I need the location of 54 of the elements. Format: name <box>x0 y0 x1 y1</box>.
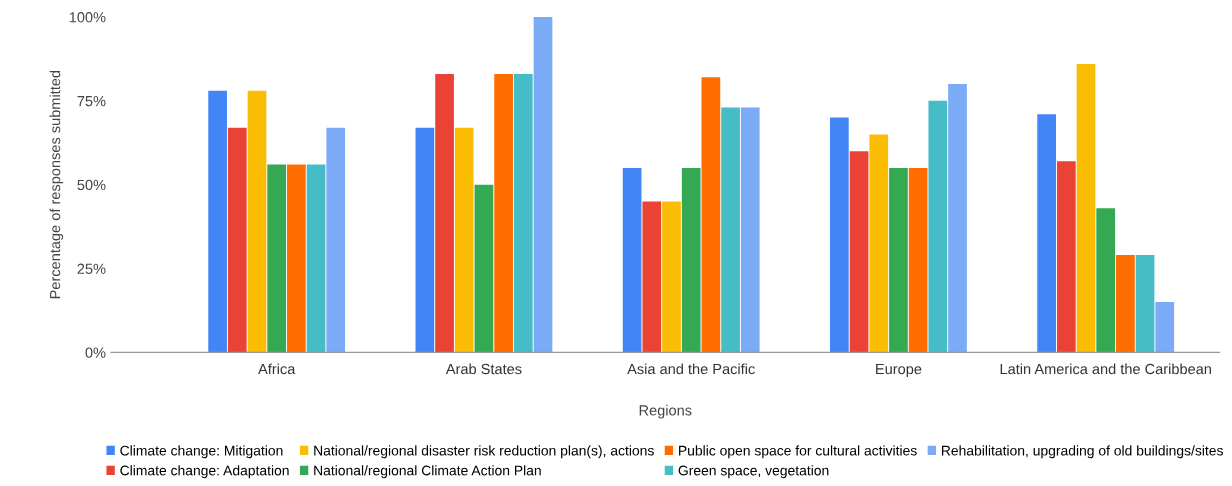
bar <box>830 117 849 353</box>
bar <box>721 107 740 353</box>
bar <box>287 164 306 353</box>
bar <box>513 74 533 353</box>
bar <box>1056 161 1076 353</box>
bar <box>1155 302 1175 353</box>
legend-label: National/regional Climate Action Plan <box>314 465 541 479</box>
y-tick-label: 25% <box>77 263 106 274</box>
legend-label: Green space, vegetation <box>678 465 829 479</box>
bar <box>622 167 642 353</box>
y-axis-title: Percentage of responses submitted <box>49 70 64 299</box>
bar <box>474 184 494 353</box>
bar <box>681 167 701 353</box>
bar <box>267 164 287 353</box>
legend-label: Public open space for cultural activities <box>679 445 917 459</box>
bar <box>642 201 662 353</box>
bar <box>1076 63 1096 353</box>
legend-label: Climate change: Mitigation <box>120 445 283 459</box>
bar <box>701 77 721 353</box>
bar <box>908 167 928 353</box>
bar <box>889 167 908 353</box>
legend-label: Climate change: Adaptation <box>120 465 289 479</box>
bar <box>948 84 967 353</box>
x-tick-label: Asia and the Pacific <box>627 363 755 375</box>
bar <box>435 74 454 353</box>
bar <box>415 127 435 353</box>
x-tick-label: Africa <box>258 363 296 375</box>
bar <box>928 100 948 353</box>
bar <box>869 134 889 353</box>
x-tick-label: Europe <box>876 364 922 378</box>
x-tick-label: Arab States <box>445 363 522 375</box>
y-tick-label: 75% <box>77 96 106 107</box>
bar <box>454 127 474 353</box>
x-tick-label: Latin America and the Caribbean <box>1000 363 1211 375</box>
bar <box>740 107 760 353</box>
bar <box>326 127 346 353</box>
bar <box>227 127 247 353</box>
bar <box>306 164 326 353</box>
bar <box>1096 208 1116 353</box>
bar <box>849 151 869 353</box>
bar <box>1116 255 1135 353</box>
y-tick-label: 50% <box>77 179 106 191</box>
y-tick-label: 100% <box>69 12 106 23</box>
bar <box>662 201 681 353</box>
bar <box>1135 255 1155 353</box>
x-axis-title: Regions <box>639 404 692 419</box>
legend-label: National/regional disaster risk reduction plan(s), actions <box>314 445 654 459</box>
legend-label: Rehabilitation, upgrading of old buildings/sites <box>941 445 1223 459</box>
bar <box>208 90 227 353</box>
y-tick-label: 0% <box>85 347 106 358</box>
bar <box>247 90 267 353</box>
bar <box>1037 114 1056 353</box>
bar <box>494 74 513 353</box>
bar <box>533 17 553 353</box>
